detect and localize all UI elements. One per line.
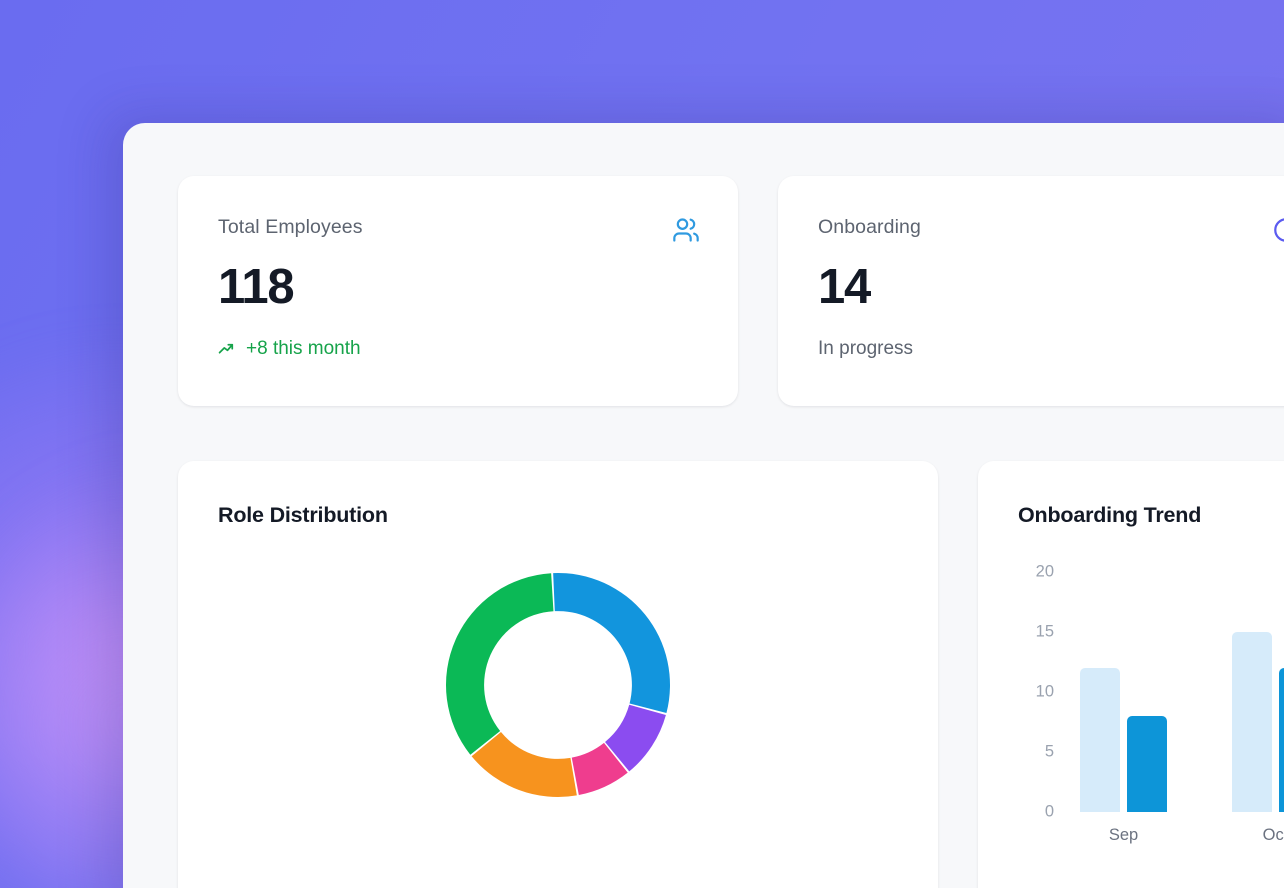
users-icon (672, 216, 700, 244)
donut-chart-container (218, 571, 898, 799)
chart-card-row: Role Distribution Onboarding Trend 20 15 1… (178, 461, 1284, 888)
donut-segment[interactable] (446, 573, 554, 755)
kpi-label: Onboarding (818, 216, 921, 238)
onboarding-trend-bar-chart[interactable]: 20 15 10 5 0 Sep Oct (1018, 554, 1284, 864)
donut-segment[interactable] (605, 704, 666, 772)
x-axis-group-label: Sep (1108, 826, 1139, 844)
kpi-label: Total Employees (218, 216, 363, 238)
kpi-value: 118 (218, 260, 295, 314)
bar[interactable] (1232, 632, 1272, 812)
x-axis-group-label: Oct (1262, 826, 1284, 844)
y-axis-tick-label: 0 (1044, 802, 1054, 821)
chart-title: Onboarding Trend (1018, 503, 1202, 527)
kpi-card-header: Total Employees (218, 216, 700, 244)
bar[interactable] (1279, 668, 1284, 812)
role-distribution-donut[interactable] (444, 571, 672, 799)
kpi-subtext: In progress (818, 338, 1284, 360)
bar[interactable] (1127, 716, 1167, 812)
donut-segment[interactable] (571, 742, 628, 796)
chart-title: Role Distribution (218, 503, 388, 527)
kpi-card-header: Onboarding (818, 216, 1284, 244)
donut-segment[interactable] (553, 573, 670, 714)
trending-up-icon (218, 340, 237, 359)
app-panel: Total Employees 118 (123, 123, 1284, 888)
y-axis-tick-label: 10 (1035, 682, 1054, 701)
donut-segment[interactable] (471, 732, 577, 797)
chart-card-onboarding-trend[interactable]: Onboarding Trend 20 15 10 5 0 Sep Oct (978, 461, 1284, 888)
y-axis-tick-label: 20 (1035, 562, 1054, 581)
kpi-card-total-employees[interactable]: Total Employees 118 (178, 176, 738, 406)
y-axis-tick-label: 15 (1035, 622, 1054, 641)
clock-icon (1272, 216, 1284, 244)
y-axis-tick-label: 5 (1044, 742, 1054, 761)
kpi-card-onboarding[interactable]: Onboarding 14 In progress (778, 176, 1284, 406)
kpi-subtext-label: In progress (818, 338, 914, 359)
kpi-card-row: Total Employees 118 (178, 176, 1284, 406)
bar[interactable] (1080, 668, 1120, 812)
kpi-subtext: +8 this month (218, 338, 700, 360)
kpi-subtext-label: +8 this month (246, 338, 361, 359)
kpi-value: 14 (818, 260, 871, 314)
chart-card-role-distribution[interactable]: Role Distribution (178, 461, 938, 888)
